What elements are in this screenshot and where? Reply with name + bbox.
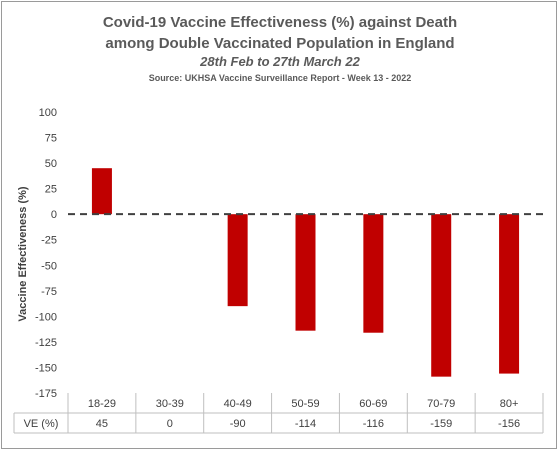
y-tick-label: 25: [45, 184, 57, 196]
chart-title-line-2: among Double Vaccinated Population in En…: [105, 35, 455, 52]
table-value: -159: [430, 418, 452, 430]
table-row-label: VE (%): [24, 418, 59, 430]
y-tick-label: 50: [45, 158, 57, 170]
y-tick-label: 75: [45, 133, 57, 145]
table-value: -90: [230, 418, 246, 430]
x-tick-label: 50-59: [291, 398, 319, 410]
y-tick-label: -25: [41, 235, 57, 247]
table-value: -156: [498, 418, 520, 430]
y-tick-label: 100: [39, 107, 57, 119]
table-value: 0: [167, 418, 173, 430]
bar: [91, 168, 112, 215]
table-value: -114: [295, 418, 316, 430]
chart-subtitle: 28th Feb to 27th March 22: [200, 54, 360, 69]
y-tick-label: -150: [35, 362, 57, 374]
y-axis-ticks: 100 75 50 25 0 -25 -50 -75 -100 -125 -150 -175: [35, 107, 57, 400]
x-tick-label: 60-69: [359, 398, 387, 410]
bars: [91, 168, 520, 377]
y-tick-label: -100: [35, 311, 57, 323]
x-tick-label: 30-39: [156, 398, 184, 410]
bar: [227, 214, 248, 307]
bar: [499, 214, 520, 374]
y-tick-label: -175: [35, 388, 57, 400]
chart-source: Source: UKHSA Vaccine Surveillance Repor…: [148, 73, 412, 83]
x-tick-label: 18-29: [88, 398, 116, 410]
data-table: VE (%) 18-29 45 30-39 0 40-49 -90 50-59 -114 60-6…: [13, 393, 544, 434]
bar: [295, 214, 316, 331]
table-value: 45: [96, 418, 108, 430]
y-tick-label: 0: [51, 209, 57, 221]
x-tick-label: 40-49: [224, 398, 252, 410]
y-tick-label: -50: [41, 260, 57, 272]
chart-title-line-1: Covid-19 Vaccine Effectiveness (%) again…: [102, 14, 458, 31]
bar: [363, 214, 384, 333]
x-tick-label: 70-79: [427, 398, 455, 410]
y-tick-label: -75: [41, 286, 57, 298]
y-axis-label: Vaccine Effectiveness (%): [17, 186, 29, 321]
table-value: -116: [363, 418, 384, 430]
x-tick-label: 80+: [500, 398, 519, 410]
y-tick-label: -125: [35, 337, 57, 349]
bar: [431, 214, 452, 377]
